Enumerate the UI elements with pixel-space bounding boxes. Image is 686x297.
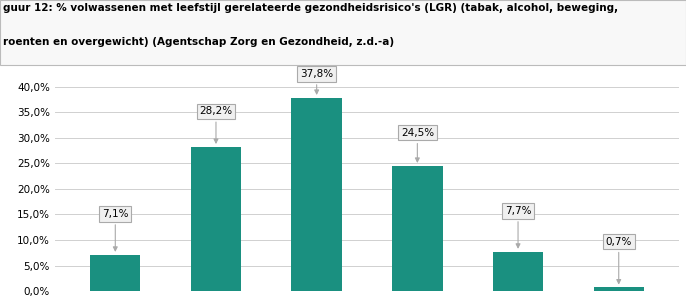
Text: 28,2%: 28,2% bbox=[200, 106, 233, 143]
Text: 24,5%: 24,5% bbox=[401, 128, 434, 162]
Text: 0,7%: 0,7% bbox=[606, 237, 632, 283]
Bar bbox=[493, 252, 543, 291]
Text: 7,7%: 7,7% bbox=[505, 206, 531, 248]
Bar bbox=[593, 287, 644, 291]
Bar bbox=[392, 166, 442, 291]
Text: guur 12: % volwassenen met leefstijl gerelateerde gezondheidsrisico's (LGR) (tab: guur 12: % volwassenen met leefstijl ger… bbox=[3, 3, 619, 13]
Bar bbox=[292, 98, 342, 291]
Text: 7,1%: 7,1% bbox=[102, 209, 128, 251]
Text: roenten en overgewicht) (Agentschap Zorg en Gezondheid, z.d.-a): roenten en overgewicht) (Agentschap Zorg… bbox=[3, 37, 394, 47]
Bar bbox=[191, 147, 241, 291]
Text: 37,8%: 37,8% bbox=[300, 69, 333, 94]
Bar bbox=[90, 255, 141, 291]
